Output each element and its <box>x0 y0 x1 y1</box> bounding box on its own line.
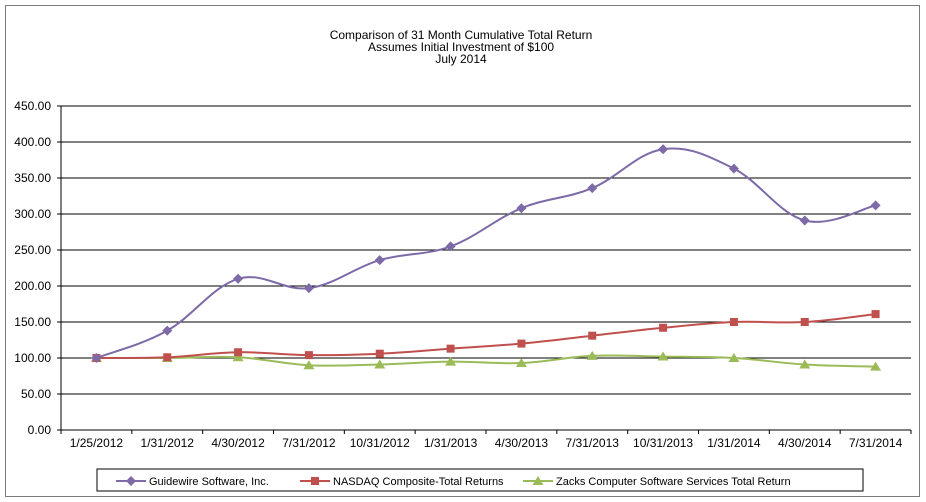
y-tick-label: 350.00 <box>14 171 51 185</box>
data-point <box>445 241 456 252</box>
chart-title-line: Comparison of 31 Month Cumulative Total … <box>330 28 593 42</box>
data-point <box>870 200 881 211</box>
data-point <box>729 318 738 326</box>
series-lines <box>90 144 882 371</box>
y-tick-label: 450.00 <box>14 99 51 113</box>
legend-marker <box>532 476 544 485</box>
grid-lines <box>57 105 911 431</box>
data-point <box>659 323 668 332</box>
data-point <box>446 344 455 353</box>
y-tick-label: 200.00 <box>14 279 51 293</box>
series-line <box>96 354 876 368</box>
chart-title-line: July 2014 <box>435 52 487 66</box>
y-tick-label: 100.00 <box>14 351 51 365</box>
y-tick-label: 0.00 <box>28 423 52 437</box>
data-point <box>870 361 882 371</box>
legend-label: NASDAQ Composite-Total Returns <box>333 476 504 488</box>
x-tick-label: 4/30/2012 <box>211 436 265 450</box>
x-tick-label: 1/31/2014 <box>707 436 761 450</box>
data-point <box>515 358 527 368</box>
data-point <box>445 356 457 366</box>
chart-frame <box>5 5 920 497</box>
data-point <box>587 183 598 194</box>
data-point <box>658 144 669 155</box>
x-tick-label: 1/31/2012 <box>141 436 195 450</box>
data-point <box>799 359 811 369</box>
y-tick-label: 250.00 <box>14 243 51 257</box>
series-line <box>96 147 876 359</box>
x-tick-label: 1/31/2013 <box>424 436 478 450</box>
y-tick-label: 50.00 <box>21 387 51 401</box>
data-point <box>303 360 315 370</box>
x-tick-label: 10/31/2013 <box>633 436 693 450</box>
y-tick-label: 150.00 <box>14 315 51 329</box>
data-point <box>374 255 385 266</box>
data-point <box>657 351 669 361</box>
data-point <box>586 350 598 360</box>
legend-label: Zacks Computer Software Services Total R… <box>556 476 791 488</box>
legend-box <box>96 468 864 492</box>
x-axis-ticks: 1/25/2012 1/31/2012 4/30/2012 7/31/2012 10/3… <box>60 430 912 450</box>
chart-title-line: Assumes Initial Investment of $100 <box>368 40 554 54</box>
x-tick-label: 7/31/2012 <box>282 436 336 450</box>
data-point <box>304 351 313 360</box>
data-point <box>728 163 739 174</box>
data-point <box>232 352 244 362</box>
x-tick-label: 4/30/2014 <box>778 436 832 450</box>
legend: Guidewire Software, Inc. NASDAQ Composite… <box>96 468 864 492</box>
data-point <box>517 339 526 348</box>
data-point <box>374 359 386 369</box>
data-point <box>588 331 597 340</box>
x-tick-label: 7/31/2014 <box>849 436 903 450</box>
data-point <box>871 310 880 319</box>
data-point <box>162 325 173 336</box>
y-tick-label: 400.00 <box>14 135 51 149</box>
chart-title: Comparison of 31 Month Cumulative Total … <box>330 28 593 66</box>
data-point <box>800 318 809 326</box>
y-axis-ticks: 0.00 50.00 100.00 150.00 200.00 250.00 300.00 3… <box>14 99 51 437</box>
data-point <box>303 283 314 294</box>
data-point <box>799 215 810 226</box>
data-point <box>163 353 172 362</box>
data-point <box>375 349 384 358</box>
series-line <box>96 313 876 359</box>
x-tick-label: 1/25/2012 <box>70 436 124 450</box>
data-point <box>91 353 102 363</box>
data-point <box>728 353 740 362</box>
x-tick-label: 4/30/2013 <box>495 436 549 450</box>
data-point <box>233 273 244 284</box>
y-tick-label: 300.00 <box>14 207 51 221</box>
data-point <box>516 203 527 214</box>
x-tick-label: 10/31/2012 <box>350 436 410 450</box>
data-point <box>234 348 243 357</box>
x-tick-label: 7/31/2013 <box>566 436 620 450</box>
legend-marker <box>311 477 319 485</box>
legend-label: Guidewire Software, Inc. <box>149 476 269 488</box>
legend-marker <box>126 476 136 486</box>
